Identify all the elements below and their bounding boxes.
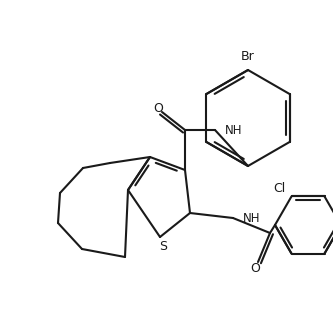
Text: NH: NH (243, 212, 260, 225)
Text: Cl: Cl (273, 182, 286, 195)
Text: O: O (250, 262, 260, 275)
Text: NH: NH (225, 124, 242, 137)
Text: Br: Br (241, 50, 255, 62)
Text: O: O (153, 103, 163, 115)
Text: S: S (159, 241, 167, 253)
